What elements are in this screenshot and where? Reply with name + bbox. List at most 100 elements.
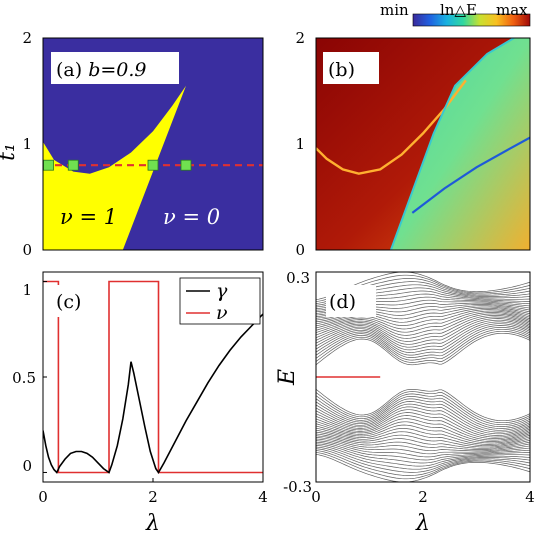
orange-curve <box>316 79 467 175</box>
band-lower <box>316 450 530 476</box>
panel-d: (d) 0.3 -0.3 E 0 2 4 λ <box>275 269 535 536</box>
panel-b-ytick-0: 0 <box>295 241 305 259</box>
band-lower <box>316 453 530 482</box>
colorbar-bar <box>412 13 531 27</box>
panel-c-ticks <box>42 281 264 482</box>
region-nu-0-label: ν = 0 <box>163 205 220 229</box>
band-upper <box>316 325 530 356</box>
panel-d-ytick-bottom: -0.3 <box>283 478 312 496</box>
panel-a-label-box <box>51 52 179 84</box>
panel-b: (b) 2 1 0 <box>295 29 531 259</box>
panel-c-xtick-4: 4 <box>258 488 268 506</box>
phase-region <box>390 38 530 250</box>
panel-c-label-box <box>53 285 103 317</box>
band-upper <box>316 323 530 353</box>
band-lower <box>316 440 530 458</box>
band-lower <box>316 393 530 426</box>
colorbar-max-label: max <box>496 1 528 19</box>
band-upper <box>316 310 530 330</box>
band-lower <box>316 418 530 441</box>
band-lower <box>316 412 530 438</box>
panel-d-xtick-0: 0 <box>311 488 321 506</box>
band-lower <box>316 406 530 435</box>
panel-d-label-box <box>326 285 376 317</box>
panel-a-label: (a) b=0.9 <box>56 59 147 81</box>
panel-b-ytick-2: 2 <box>295 29 305 47</box>
band-upper <box>316 327 530 358</box>
band-lower <box>316 437 530 452</box>
legend: γ ν <box>179 277 261 325</box>
band-lower <box>316 438 530 455</box>
colorbar-title: ln△E <box>440 1 477 19</box>
band-upper <box>316 332 530 366</box>
panel-c-xtick-2: 2 <box>148 488 158 506</box>
band-lower <box>316 415 530 439</box>
band-lower <box>316 443 530 464</box>
band-upper <box>316 313 530 336</box>
band-lower <box>316 396 530 427</box>
panel-d-ylabel: E <box>275 369 300 386</box>
band-lower <box>316 429 530 447</box>
panel-b-label-box <box>323 52 379 84</box>
band-lower <box>316 441 530 461</box>
band-upper <box>316 330 530 363</box>
panel-b-ytick-1: 1 <box>295 135 305 153</box>
band-lower <box>316 451 530 480</box>
panel-a-ylabel: t₁ <box>0 143 20 161</box>
parameter-label: b=0.9 <box>88 59 146 81</box>
panel-a-ytick-0: 0 <box>22 241 32 259</box>
band-lower <box>316 391 530 424</box>
panel-d-frame <box>315 271 531 483</box>
band-lower <box>316 424 530 444</box>
panel-a-ytick-1: 1 <box>22 135 32 153</box>
region-nu-1-label: ν = 1 <box>60 205 117 229</box>
band-lower <box>316 435 530 450</box>
band-lower <box>316 448 530 473</box>
band-lower <box>316 388 530 422</box>
panel-c-ytick-1: 1 <box>22 281 32 299</box>
panel-a: (a) b=0.9 ν = 1 ν = 0 2 1 0 t₁ <box>0 29 264 259</box>
panel-a-frame <box>42 37 264 251</box>
band-lower <box>316 403 530 433</box>
panel-d-xlabel: λ <box>415 511 430 536</box>
band-upper <box>316 312 530 333</box>
panel-d-label: (d) <box>329 291 356 313</box>
panel-b-frame <box>315 37 531 251</box>
panel-c-label: (c) <box>56 291 81 313</box>
band-lower <box>316 446 530 470</box>
band-lower <box>316 445 530 467</box>
band-lower <box>316 433 530 449</box>
panel-c-ytick-0: 0 <box>22 457 32 475</box>
panel-a-ytick-2: 2 <box>22 29 32 47</box>
band-upper <box>316 321 530 351</box>
region-nu-1 <box>43 85 186 250</box>
band-lower <box>316 427 530 445</box>
panel-a-letter: (a) <box>56 59 82 81</box>
legend-gamma-label: γ <box>216 280 228 302</box>
legend-nu-label: ν <box>216 302 228 324</box>
marker-3 <box>180 159 192 171</box>
colorbar: min ln△E max <box>380 1 531 27</box>
legend-box <box>179 277 261 325</box>
marker-0 <box>43 159 54 171</box>
band-lower <box>316 409 530 436</box>
colorbar-min-label: min <box>380 1 409 19</box>
band-upper <box>316 328 530 361</box>
panel-b-label: (b) <box>328 59 355 81</box>
band-upper <box>316 315 530 339</box>
band-lower <box>316 431 530 448</box>
band-upper <box>316 319 530 348</box>
marker-2 <box>147 159 159 171</box>
band-lower <box>316 401 530 431</box>
phase-boundary <box>389 38 515 250</box>
panel-c: (c) γ ν 1 0.5 0 0 2 4 λ <box>12 271 268 536</box>
panel-d-xtick-2: 2 <box>418 488 428 506</box>
band-upper <box>316 309 530 327</box>
panel-c-xlabel: λ <box>145 511 160 536</box>
panel-d-xtick-4: 4 <box>525 488 535 506</box>
marker-1 <box>67 159 79 171</box>
panel-c-ytick-05: 0.5 <box>12 369 36 387</box>
band-lower <box>316 421 530 442</box>
band-lower <box>316 398 530 429</box>
